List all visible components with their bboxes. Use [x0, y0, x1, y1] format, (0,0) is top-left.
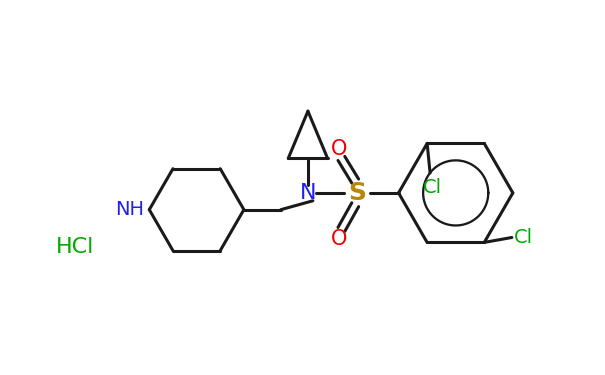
Text: Cl: Cl: [422, 178, 442, 197]
Text: HCl: HCl: [56, 237, 94, 257]
Text: S: S: [348, 181, 366, 205]
Text: NH: NH: [116, 200, 145, 219]
Text: Cl: Cl: [514, 228, 533, 247]
Text: O: O: [332, 139, 348, 159]
Text: O: O: [332, 229, 348, 249]
Text: N: N: [299, 183, 316, 203]
